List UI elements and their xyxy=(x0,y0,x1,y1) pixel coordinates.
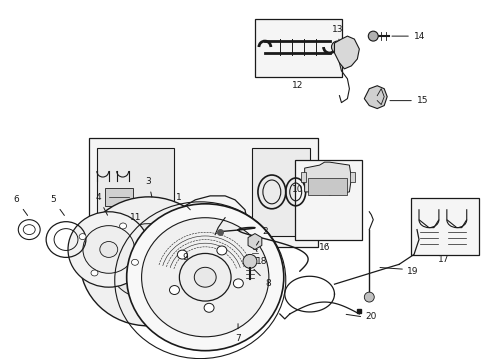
Ellipse shape xyxy=(80,197,217,326)
Ellipse shape xyxy=(68,212,149,287)
Ellipse shape xyxy=(91,270,98,276)
Ellipse shape xyxy=(83,226,134,273)
Circle shape xyxy=(364,292,373,302)
Text: 20: 20 xyxy=(365,312,376,321)
Text: 11: 11 xyxy=(130,213,141,222)
Bar xyxy=(104,188,132,206)
Ellipse shape xyxy=(126,204,283,351)
Bar xyxy=(89,138,317,247)
Polygon shape xyxy=(334,36,359,69)
Text: 10: 10 xyxy=(291,185,303,194)
Text: 7: 7 xyxy=(235,324,241,343)
Text: 3: 3 xyxy=(145,177,152,197)
Text: 5: 5 xyxy=(50,195,64,215)
Text: 6: 6 xyxy=(13,195,27,215)
Text: 19: 19 xyxy=(406,267,418,276)
Text: 17: 17 xyxy=(437,255,448,264)
Ellipse shape xyxy=(194,267,216,287)
Text: 15: 15 xyxy=(416,96,427,105)
Bar xyxy=(300,172,305,182)
Ellipse shape xyxy=(233,279,243,288)
Ellipse shape xyxy=(219,292,256,326)
Text: 1: 1 xyxy=(175,193,190,210)
Ellipse shape xyxy=(107,224,189,299)
Text: 18: 18 xyxy=(256,250,267,266)
Ellipse shape xyxy=(203,303,214,312)
Bar xyxy=(97,148,174,235)
Ellipse shape xyxy=(169,285,179,294)
Circle shape xyxy=(243,255,256,268)
Ellipse shape xyxy=(217,246,226,255)
Polygon shape xyxy=(247,234,261,249)
Ellipse shape xyxy=(142,218,268,337)
Bar xyxy=(251,148,309,235)
Polygon shape xyxy=(364,86,386,109)
Ellipse shape xyxy=(124,239,172,283)
Text: 2: 2 xyxy=(256,227,267,245)
Ellipse shape xyxy=(131,259,138,265)
Circle shape xyxy=(367,31,377,41)
Text: 12: 12 xyxy=(291,81,303,90)
Text: 14: 14 xyxy=(413,32,425,41)
Bar xyxy=(410,198,478,255)
Ellipse shape xyxy=(179,253,231,301)
Bar xyxy=(350,172,355,182)
Bar xyxy=(294,160,362,239)
Polygon shape xyxy=(304,162,351,195)
Circle shape xyxy=(331,41,343,53)
Text: 8: 8 xyxy=(253,269,270,288)
Bar xyxy=(178,220,222,231)
Text: 4: 4 xyxy=(96,193,107,215)
Ellipse shape xyxy=(79,234,86,240)
Text: 9: 9 xyxy=(182,253,188,262)
Ellipse shape xyxy=(120,223,126,229)
Ellipse shape xyxy=(228,301,246,317)
Bar xyxy=(254,19,342,77)
Ellipse shape xyxy=(100,242,118,257)
Text: 16: 16 xyxy=(318,243,329,252)
Circle shape xyxy=(233,304,243,314)
Text: 13: 13 xyxy=(331,25,343,40)
Polygon shape xyxy=(307,178,346,195)
Ellipse shape xyxy=(177,250,187,259)
